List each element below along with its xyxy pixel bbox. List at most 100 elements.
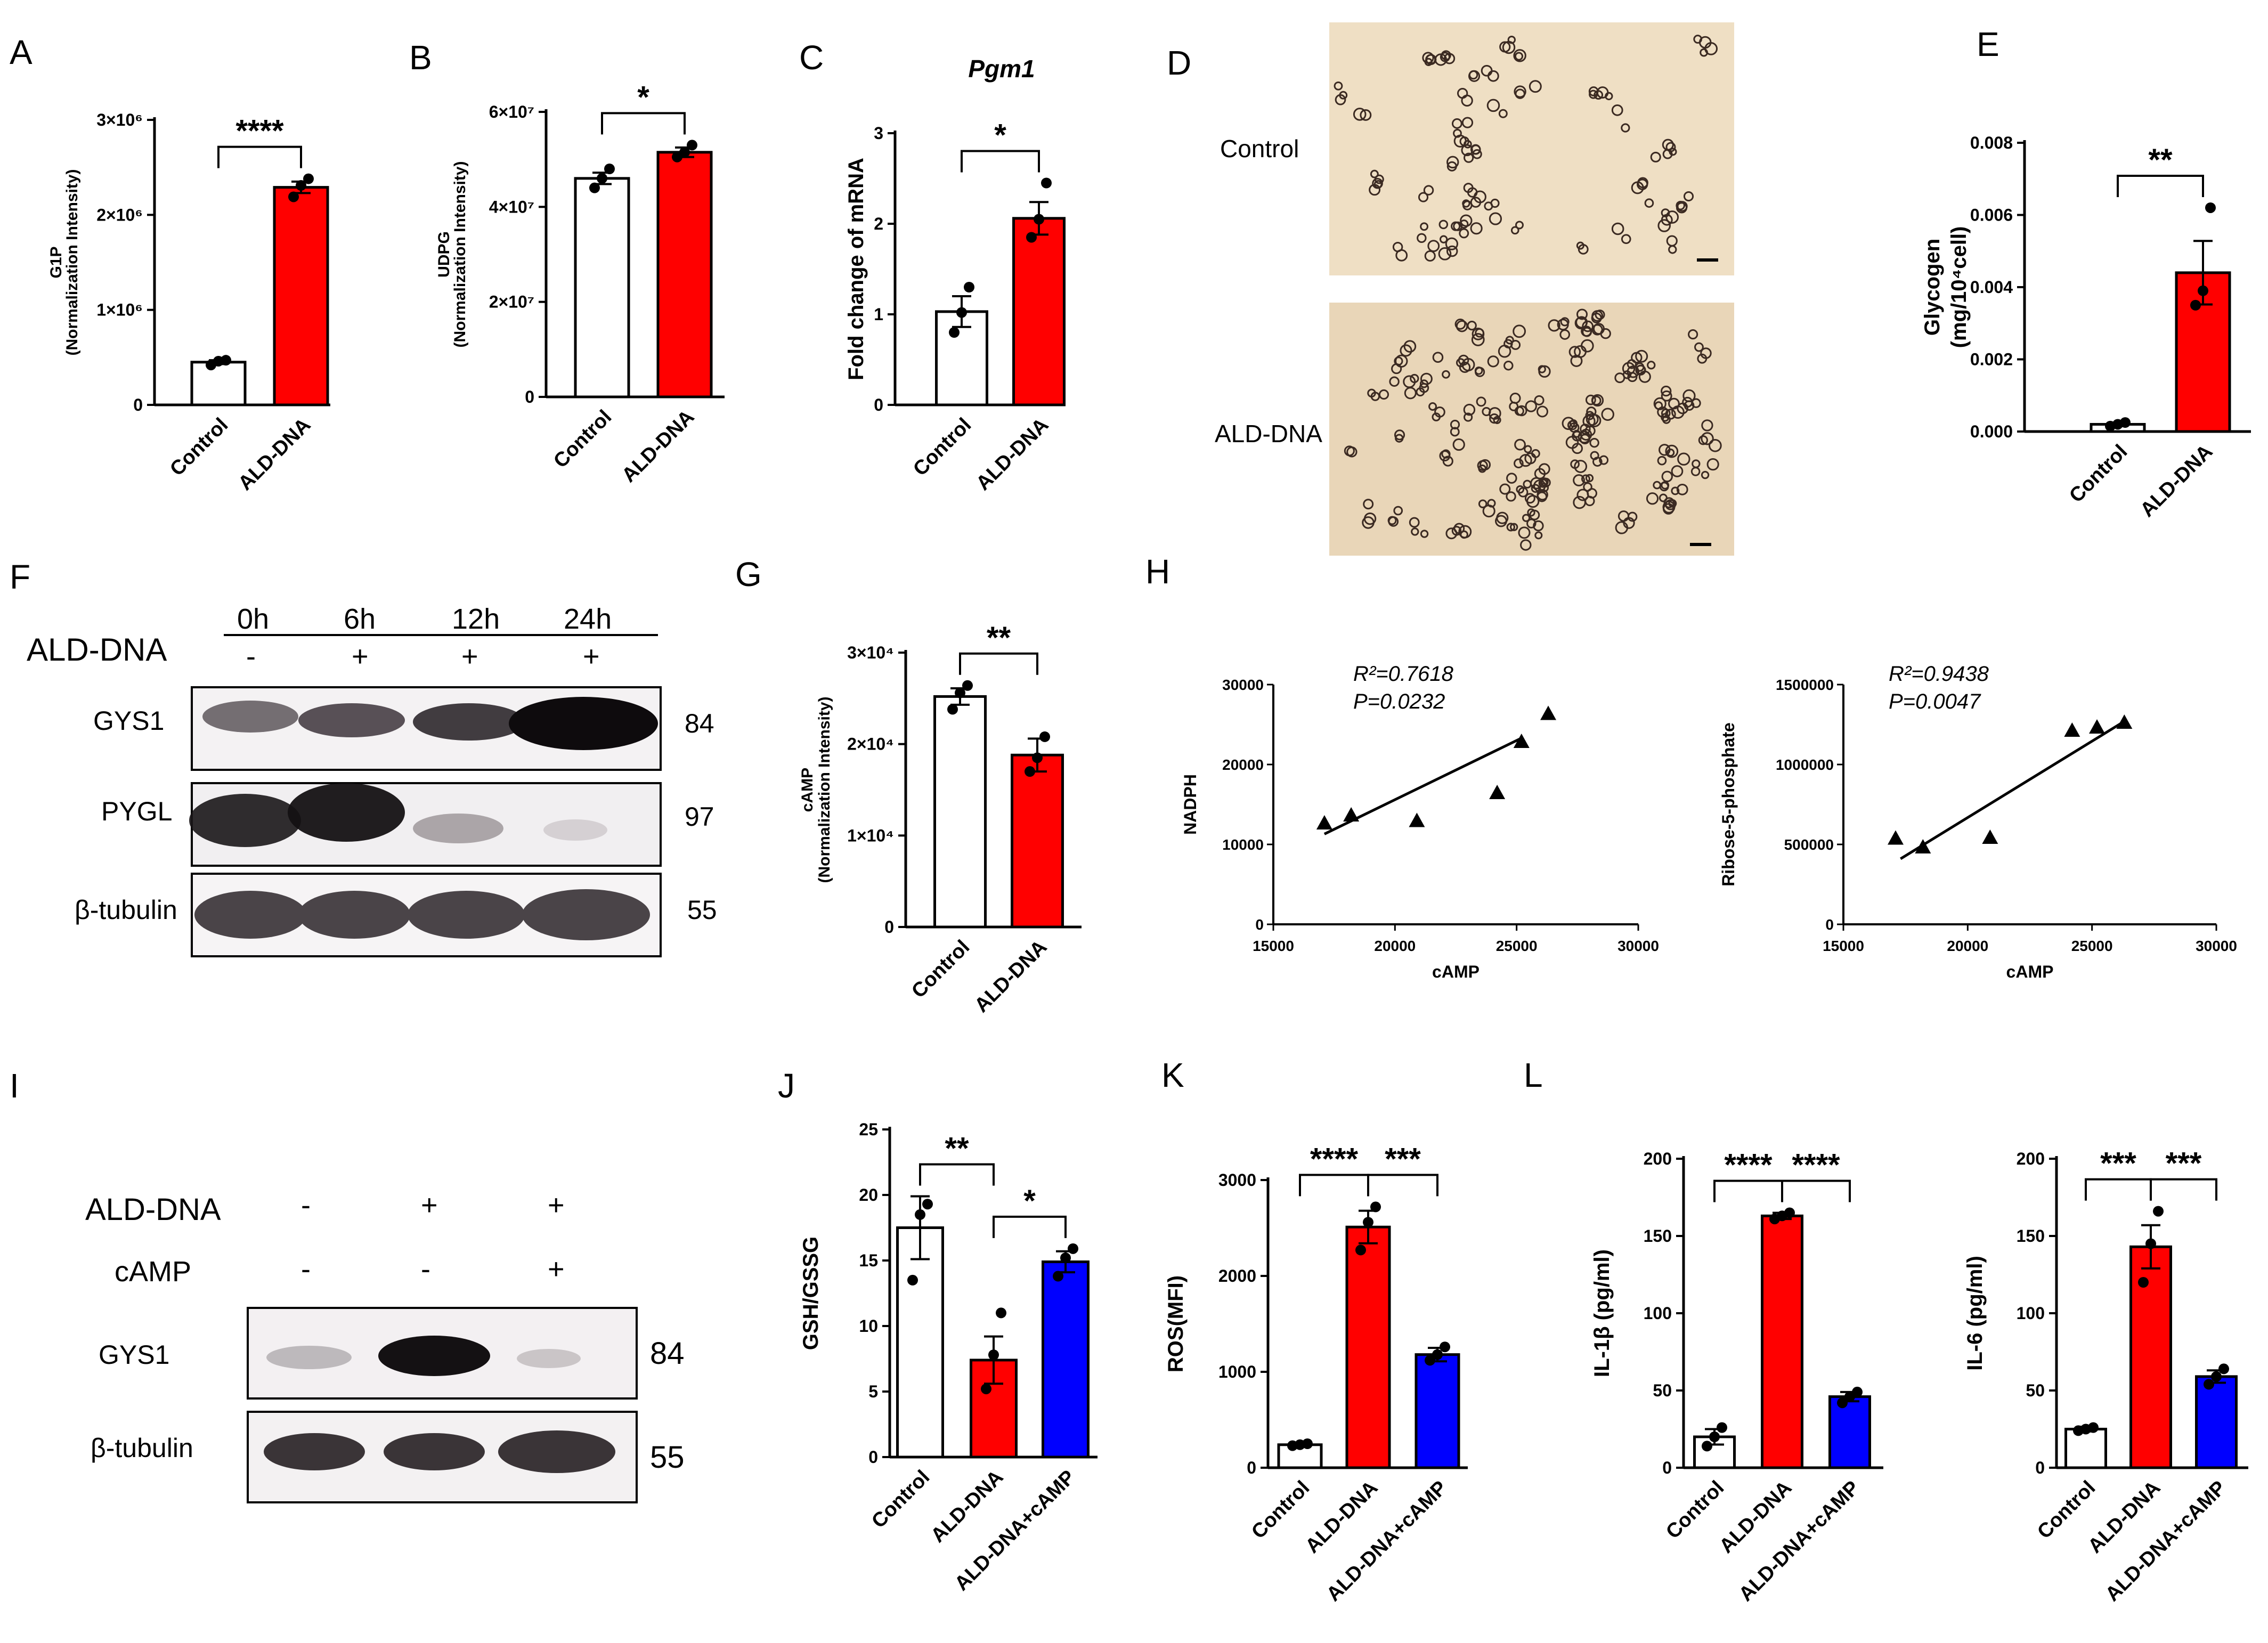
cell-mark (1568, 346, 1581, 358)
cell-mark (1653, 397, 1667, 410)
chart-c: 0 1 2 3 Fold change of mRNA Pgm1 ControlALD-DN… (844, 55, 1066, 495)
cell-mark (1438, 247, 1452, 261)
data-point (597, 173, 607, 184)
y-tick-label: 150 (2017, 1226, 2045, 1246)
cell-mark (1589, 437, 1599, 448)
y-tick-label: 0.002 (1970, 350, 2013, 369)
y-tick-label: 2000 (1218, 1266, 1256, 1286)
category-label: ALD-DNA+cAMP (1735, 1477, 1864, 1606)
cell-mark (1394, 356, 1403, 366)
cell-mark (1428, 402, 1437, 411)
category-label: ALD-DNA+cAMP (2101, 1477, 2230, 1606)
y-tick-label: 3000 (1218, 1170, 1256, 1190)
cell-mark (1533, 520, 1544, 532)
cell-mark (1498, 109, 1508, 118)
data-point (1702, 1441, 1712, 1452)
cell-mark (1522, 514, 1531, 522)
cell-mark (1676, 202, 1688, 214)
regression-line (1900, 720, 2125, 860)
cell-mark (1671, 486, 1680, 495)
data-point (1316, 815, 1332, 829)
blot-f-protein-pygl: PYGL (101, 796, 172, 826)
cell-mark (1513, 324, 1526, 338)
micrograph-ald-dna-cells (1344, 308, 1722, 551)
cell-mark (1389, 376, 1400, 387)
cell-mark (1531, 449, 1540, 458)
cell-mark (1537, 489, 1548, 501)
cell-mark (1515, 221, 1524, 230)
cell-mark (1582, 327, 1592, 337)
category-label: Control (166, 414, 232, 481)
cell-mark (1496, 511, 1509, 524)
cell-mark (1453, 221, 1463, 231)
y-tick-label: 0.008 (1970, 133, 2013, 152)
y-tick-label: 50 (2026, 1381, 2045, 1400)
data-point (955, 687, 965, 698)
cell-mark (1584, 425, 1596, 436)
data-point (1513, 734, 1530, 748)
data-point (1039, 731, 1050, 742)
data-point (1370, 1201, 1381, 1213)
cell-mark (1644, 198, 1654, 208)
cell-mark (1614, 372, 1625, 384)
bar (933, 695, 987, 929)
significance-bracket (1781, 1180, 1851, 1202)
cell-mark (1582, 320, 1594, 332)
cell-mark (1387, 516, 1397, 525)
cell-mark (1456, 358, 1466, 368)
data-point (2153, 1206, 2164, 1217)
cell-mark (1671, 465, 1684, 477)
significance-bracket (993, 1215, 1067, 1238)
data-point (1355, 1245, 1366, 1256)
cell-mark (1510, 339, 1521, 350)
cell-mark (1394, 429, 1405, 441)
bar (1011, 753, 1064, 929)
significance-bracket (217, 145, 302, 168)
data-point (1888, 830, 1904, 845)
cell-mark (1445, 237, 1458, 250)
cell-mark (1599, 455, 1609, 465)
cell-mark (1367, 388, 1376, 398)
cell-mark (1586, 406, 1597, 417)
cell-mark (1403, 340, 1417, 353)
panel-letter-c: C (799, 38, 824, 77)
y-tick-label: 150 (1644, 1226, 1672, 1246)
blot-f-mark-4: + (583, 640, 600, 672)
x-tick-label: 15000 (1823, 938, 1864, 954)
cell-mark (1585, 394, 1596, 405)
significance-bracket (2150, 1178, 2217, 1201)
cell-mark (1470, 222, 1483, 235)
bar (2129, 1245, 2172, 1469)
category-label: Control (867, 1466, 934, 1533)
data-point (1540, 705, 1557, 720)
data-point (1053, 1271, 1063, 1282)
data-point (964, 282, 974, 292)
y-tick-label: 15 (859, 1251, 878, 1270)
cell-mark (1581, 474, 1590, 484)
cell-mark (1513, 49, 1526, 62)
category-label: ALD-DNA (972, 414, 1053, 495)
cell-mark (1516, 485, 1525, 494)
blot-i-kda-84: 84 (650, 1336, 685, 1371)
x-tick-label: 15000 (1253, 938, 1294, 954)
y-axis-label: ROS(MFI) (1164, 1275, 1188, 1372)
data-point (1409, 812, 1425, 827)
cell-mark (1690, 467, 1701, 476)
blot-f-mark-3: + (461, 640, 478, 672)
data-point (288, 191, 299, 202)
cell-mark (1691, 398, 1701, 408)
cell-mark (1697, 353, 1708, 364)
data-point (1982, 829, 1998, 844)
panel-letter-l: L (1524, 1056, 1543, 1094)
cell-mark (1637, 178, 1648, 190)
cell-mark (1627, 511, 1638, 522)
y-tick-label: 2×10⁶ (96, 205, 143, 224)
cell-mark (1468, 70, 1478, 80)
y-axis-label: cAMP (799, 768, 816, 812)
cell-mark (1537, 405, 1548, 418)
y-tick-label: 100 (2017, 1304, 2045, 1323)
cell-mark (1595, 310, 1605, 320)
data-point (2190, 299, 2201, 311)
cell-mark (1458, 354, 1469, 366)
